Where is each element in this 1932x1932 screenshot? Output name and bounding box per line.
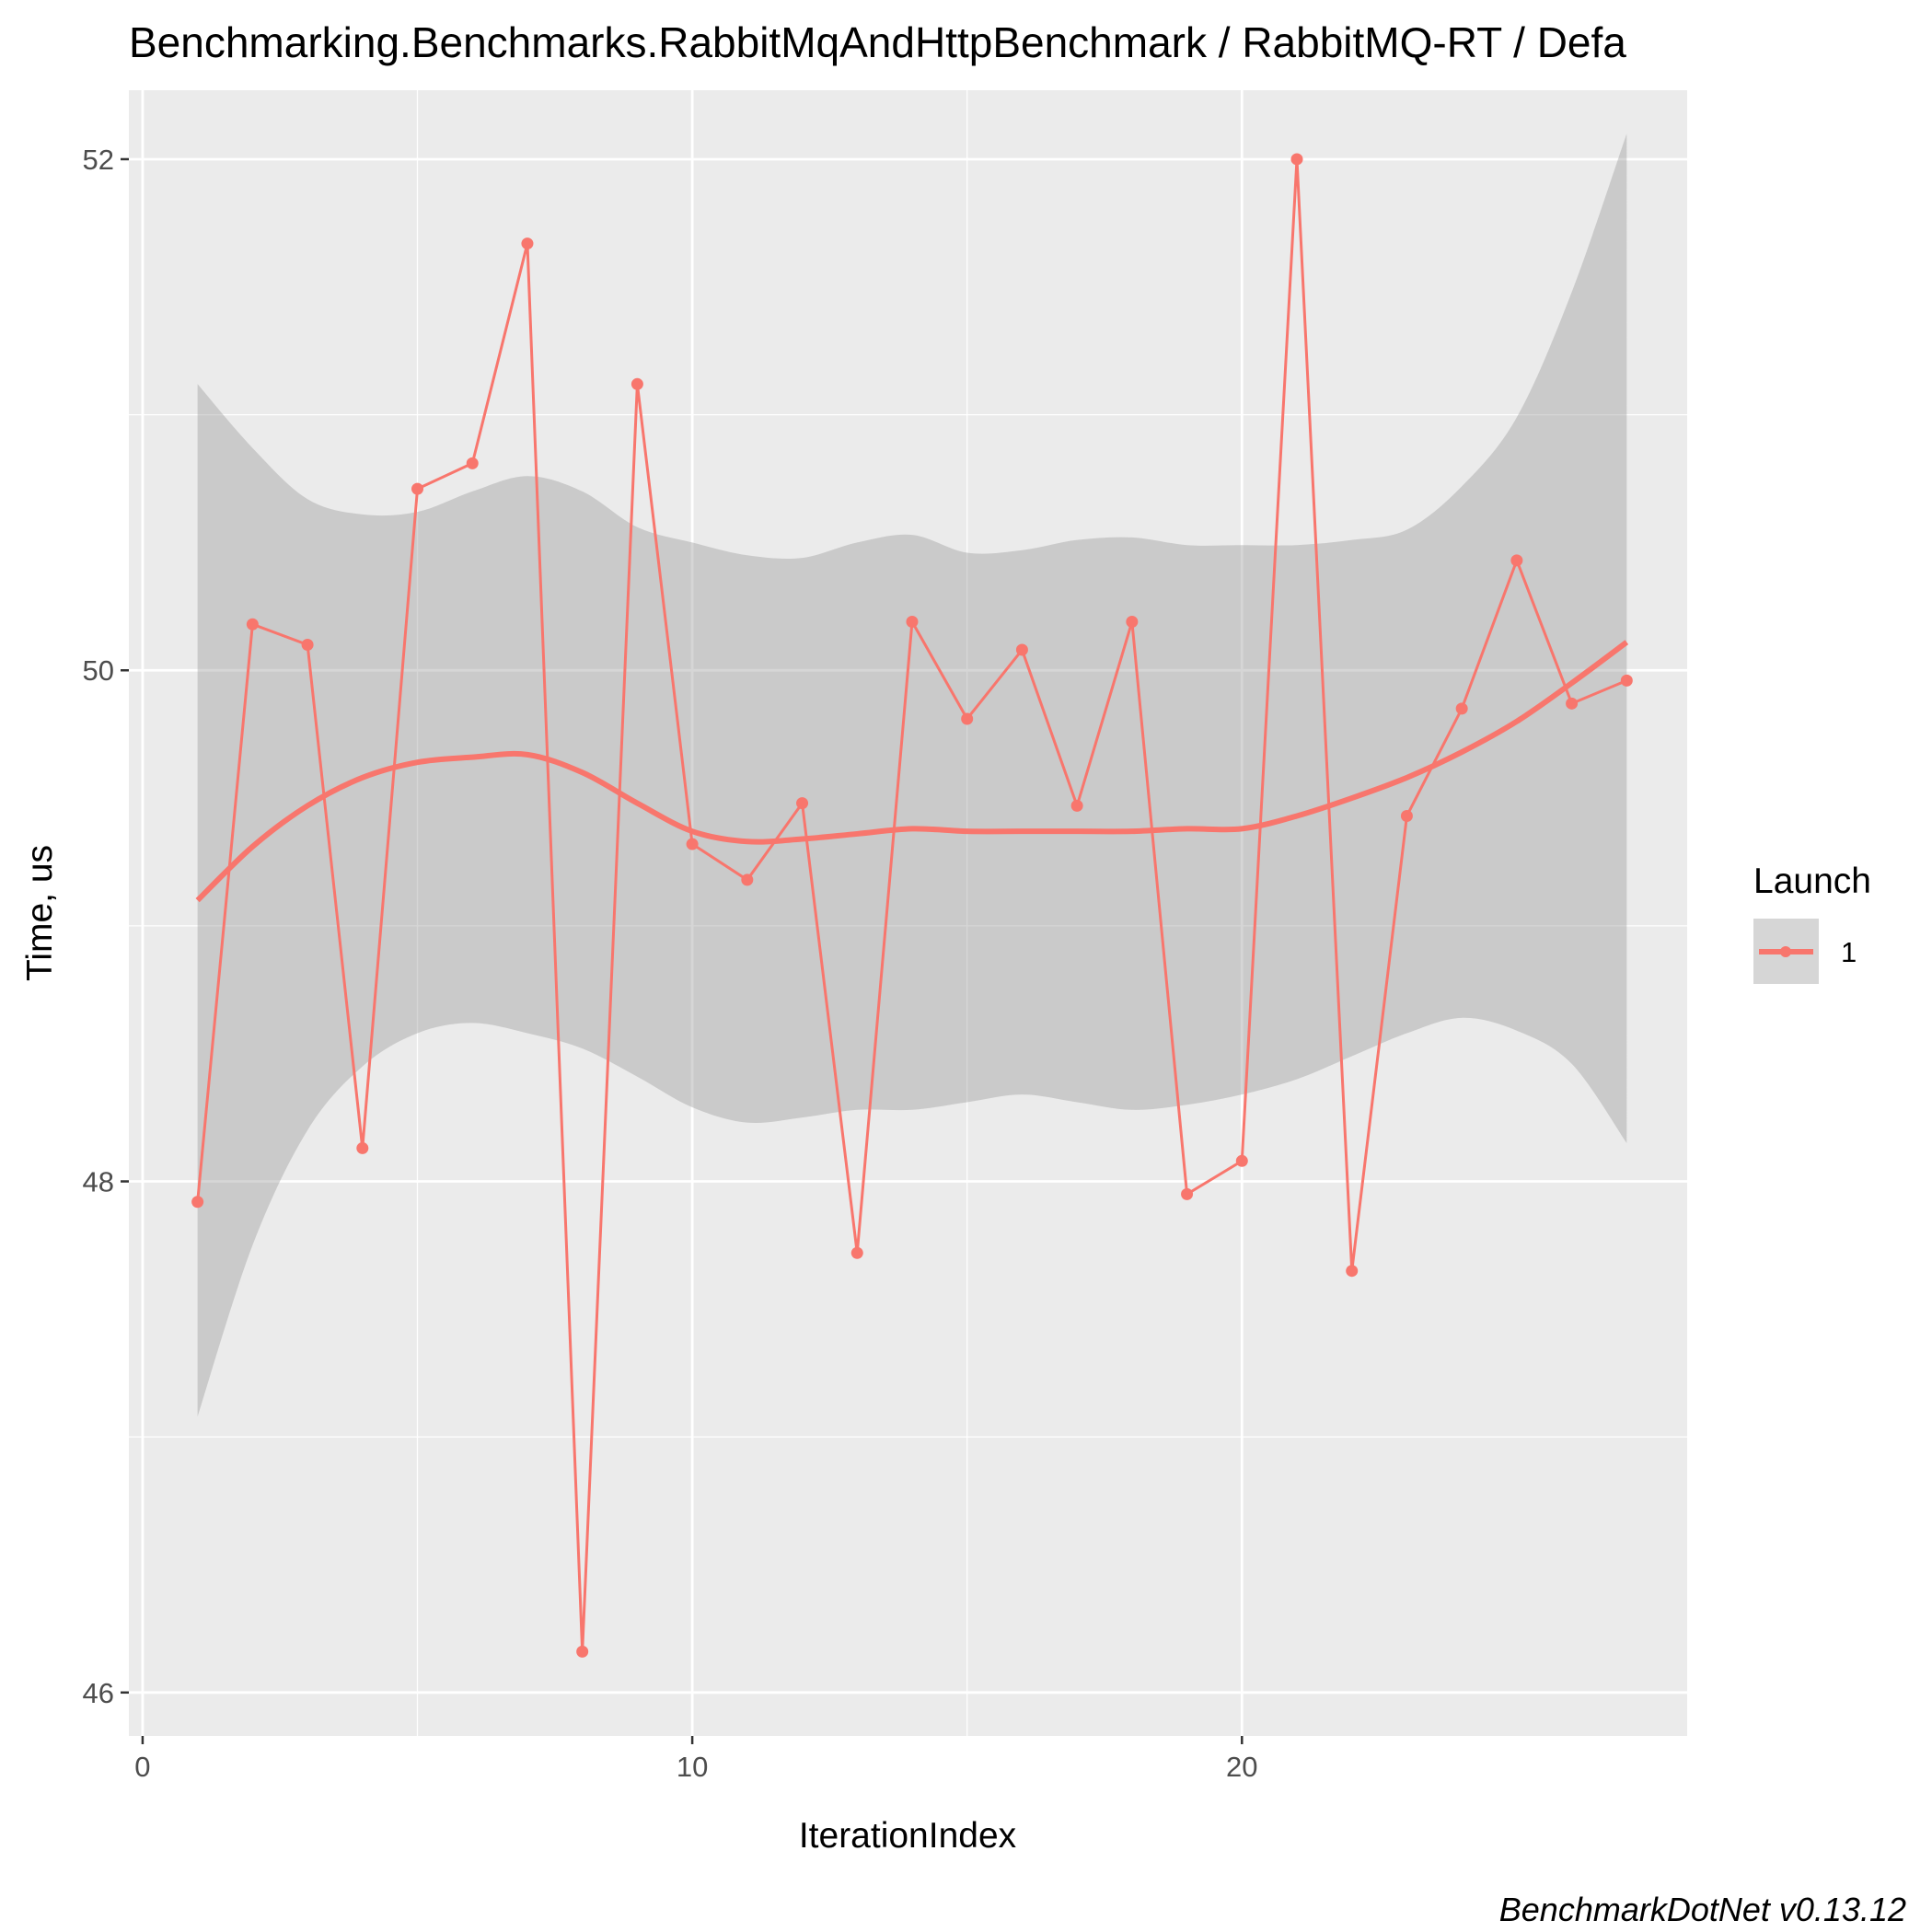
data-point [1400, 809, 1413, 822]
data-point [1015, 643, 1028, 656]
y-tick-label: 50 [83, 654, 114, 687]
smooth-trend-line [195, 640, 1629, 903]
data-point [1070, 799, 1083, 812]
data-point [1126, 615, 1139, 628]
legend: Launch 1 [1753, 862, 1871, 984]
data-point [1510, 554, 1523, 567]
y-axis: 46 48 50 52 [83, 144, 129, 1709]
data-point [1290, 153, 1303, 166]
data-point [1566, 697, 1579, 710]
data-point [411, 482, 424, 495]
y-tick-label: 46 [83, 1677, 114, 1709]
x-axis: 0 10 20 [134, 1736, 1258, 1783]
legend-key-point [1780, 946, 1791, 957]
legend-title: Launch [1753, 862, 1871, 901]
data-point [466, 457, 479, 469]
data-point [631, 377, 643, 390]
data-point [1346, 1265, 1359, 1278]
chart-title: Benchmarking.Benchmarks.RabbitMqAndHttpB… [129, 18, 1626, 66]
x-axis-title: IterationIndex [799, 1816, 1017, 1856]
data-point [576, 1645, 589, 1658]
data-point [1455, 702, 1468, 715]
data-point [191, 1196, 204, 1209]
data-point [1235, 1154, 1248, 1167]
data-points [191, 153, 1633, 1658]
data-point [521, 237, 534, 250]
data-point [961, 712, 974, 725]
y-axis-title: Time, us [20, 845, 60, 981]
x-tick-label: 10 [677, 1751, 708, 1783]
plot-panel [129, 90, 1687, 1736]
data-point [356, 1141, 369, 1154]
data-point [1620, 674, 1633, 687]
x-tick-label: 0 [134, 1751, 150, 1783]
x-tick-label: 20 [1226, 1751, 1257, 1783]
data-point [850, 1246, 863, 1259]
grid-minor [129, 90, 1687, 1736]
data-point [796, 797, 809, 810]
confidence-band [197, 133, 1627, 1417]
legend-label-launch-1: 1 [1841, 936, 1857, 968]
data-point [741, 873, 754, 886]
caption: BenchmarkDotNet v0.13.12 [1499, 1891, 1906, 1928]
data-point [1181, 1187, 1194, 1200]
data-point [686, 838, 699, 850]
data-point [301, 638, 314, 651]
data-point [246, 618, 259, 631]
y-tick-label: 52 [83, 144, 114, 176]
data-point [906, 615, 919, 628]
y-tick-label: 48 [83, 1166, 114, 1198]
